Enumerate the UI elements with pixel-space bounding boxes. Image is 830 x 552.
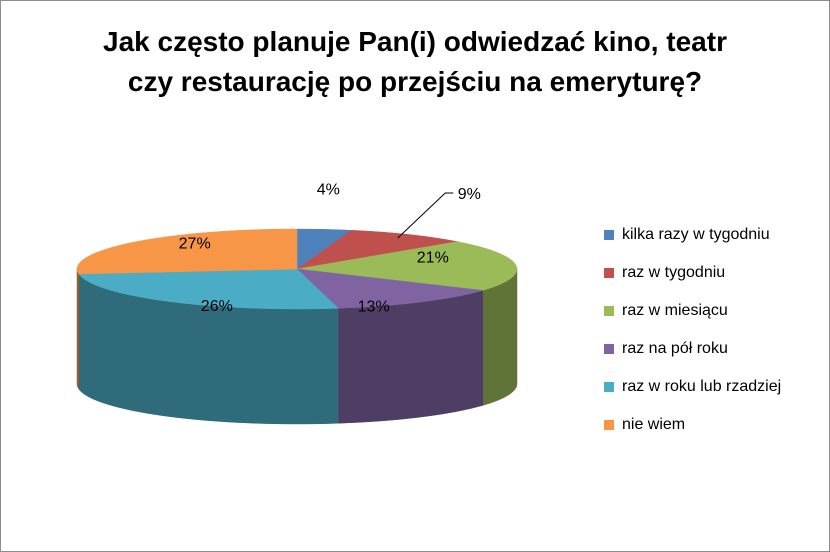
legend-swatch [604, 306, 614, 316]
data-label: 27% [179, 236, 211, 253]
data-label: 21% [417, 250, 449, 267]
leader-line [397, 192, 454, 239]
legend-item: kilka razy w tygodniu [604, 216, 824, 254]
legend-label: raz w miesiącu [622, 302, 728, 319]
chart-title-line-1: Jak często planuje Pan(i) odwiedzać kino… [103, 26, 727, 57]
chart-title: Jak często planuje Pan(i) odwiedzać kino… [30, 22, 800, 102]
legend-label: raz na pół roku [622, 340, 728, 357]
pie-slice [296, 268, 483, 309]
pie-slice-side [76, 268, 79, 390]
legend-swatch [604, 382, 614, 392]
legend-item: nie wiem [604, 406, 824, 444]
data-label: 4% [317, 182, 340, 199]
legend: kilka razy w tygodniu raz w tygodniu raz… [604, 216, 824, 444]
pie-top [76, 228, 518, 310]
legend-label: raz w roku lub rzadziej [622, 378, 782, 395]
data-label: 26% [201, 298, 233, 315]
legend-item: raz na pół roku [604, 330, 824, 368]
legend-item: raz w roku lub rzadziej [604, 368, 824, 406]
pie-side-walls [76, 268, 518, 425]
data-labels: 4% 9% 21% 13% 26% 27% [179, 182, 481, 316]
legend-label: kilka razy w tygodniu [622, 226, 770, 243]
data-label: 13% [358, 299, 390, 316]
chart-title-line-2: czy restaurację po przejściu na emerytur… [127, 66, 703, 97]
pie-slice-side [482, 268, 518, 406]
pie-slice [296, 230, 458, 270]
legend-swatch [604, 420, 614, 430]
legend-swatch [604, 344, 614, 354]
data-label: 9% [458, 186, 481, 203]
legend-item: raz w tygodniu [604, 254, 824, 292]
legend-swatch [604, 230, 614, 240]
pie-slice [78, 268, 339, 310]
legend-label: raz w tygodniu [622, 264, 726, 281]
legend-swatch [604, 268, 614, 278]
pie-slice [296, 241, 518, 291]
legend-item: raz w miesiącu [604, 292, 824, 330]
legend-label: nie wiem [622, 416, 686, 433]
pie-slice [76, 228, 298, 275]
